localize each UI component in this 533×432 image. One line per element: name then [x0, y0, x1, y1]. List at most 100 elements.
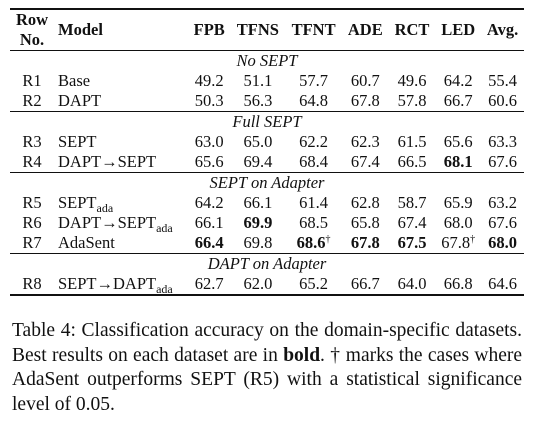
value-text: 58.7 [397, 193, 427, 212]
value-cell: 66.4 [188, 233, 231, 254]
row-id: R8 [22, 274, 42, 293]
value-cell: 65.2 [285, 274, 342, 295]
value-cell: 57.8 [389, 91, 436, 112]
value-text: 62.2 [299, 132, 329, 151]
value-text: 68.6 [296, 233, 326, 252]
section-title: DAPT on Adapter [207, 254, 327, 273]
value-text: 60.7 [350, 71, 380, 90]
value-cell: 65.8 [342, 213, 389, 233]
section-title: No SEPT [236, 51, 298, 70]
header-rct: RCT [394, 20, 430, 39]
value-cell: 62.8 [342, 193, 389, 213]
value-text: 69.8 [243, 233, 273, 252]
value-text: 67.4 [397, 213, 427, 232]
value-text: 62.7 [194, 274, 224, 293]
value-cell: 66.1 [188, 213, 231, 233]
value-cell: 67.4 [342, 152, 389, 173]
value-cell: 65.6 [188, 152, 231, 173]
value-cell: 65.9 [435, 193, 481, 213]
value-cell: 68.0 [481, 233, 524, 254]
value-cell: 57.7 [285, 71, 342, 91]
table-body: No SEPT R1 Base 49.2 51.1 57.7 60.7 49.6 64.2 55.… [10, 50, 524, 295]
value-cell: 69.8 [231, 233, 286, 254]
value-text: 57.7 [299, 71, 329, 90]
value-text: 68.0 [443, 213, 473, 232]
caption-text: Table 4: Classification accuracy on the … [12, 320, 522, 366]
value-cell: 64.0 [389, 274, 436, 295]
table-row: R7 AdaSent 66.4 69.8 68.6 † 67.8 67.5 67.8† 68.0 [10, 233, 524, 254]
value-cell: 66.7 [342, 274, 389, 295]
value-cell: 68.4 [285, 152, 342, 173]
value-text: 66.5 [397, 152, 427, 171]
value-text: 68.5 [299, 213, 329, 232]
value-text: 68.0 [488, 233, 517, 252]
value-text: 63.3 [488, 132, 517, 151]
value-text: 65.6 [194, 152, 224, 171]
row-id: R5 [22, 193, 42, 212]
value-text: 64.8 [299, 91, 329, 110]
value-text: 62.3 [350, 132, 380, 151]
value-cell: 64.6 [481, 274, 524, 295]
value-cell: 62.0 [231, 274, 286, 295]
value-text: 56.3 [243, 91, 273, 110]
value-cell: 67.6 [481, 213, 524, 233]
value-cell: 68.5 [285, 213, 342, 233]
value-text: 64.0 [397, 274, 427, 293]
value-cell: 63.2 [481, 193, 524, 213]
value-text: 67.5 [397, 233, 427, 252]
value-text: 64.6 [488, 274, 517, 293]
value-text: 69.4 [243, 152, 273, 171]
value-cell: 67.4 [389, 213, 436, 233]
header-model: Model [58, 20, 103, 39]
header-no-word: No. [19, 30, 45, 49]
value-text: 55.4 [488, 71, 517, 90]
model-name-cell: DAPT→SEPT [54, 152, 188, 173]
results-table-container: Row No. Model FPB TFNS TFNT ADE RCT LED A… [10, 8, 524, 296]
model-name-cell: AdaSent [54, 233, 188, 254]
value-cell: 62.3 [342, 132, 389, 152]
value-text: 69.9 [243, 213, 273, 232]
value-text: 49.6 [397, 71, 427, 90]
value-cell: 60.6 [481, 91, 524, 112]
value-cell: 60.7 [342, 71, 389, 91]
table-row: R6 DAPT→SEPTada 66.1 69.9 68.5 65.8 67.4 68.0 67… [10, 213, 524, 235]
value-text: 65.9 [443, 193, 473, 212]
dagger-mark: † [470, 234, 476, 245]
value-text: 66.1 [243, 193, 273, 212]
value-text: 65.0 [243, 132, 273, 151]
caption-rest: . † marks the cases where AdaSent outper… [12, 344, 523, 415]
table-row: R8 SEPT→DAPTada 62.7 62.0 65.2 66.7 64.0 66.8 64… [10, 274, 524, 295]
header-ade: ADE [347, 20, 383, 39]
value-cell: 67.8 [342, 233, 389, 254]
value-cell: 69.9 [231, 213, 286, 233]
model-name-cell: SEPT [54, 132, 188, 152]
header-fpb: FPB [193, 20, 225, 39]
value-text: 50.3 [194, 91, 224, 110]
table-row: R1 Base 49.2 51.1 57.7 60.7 49.6 64.2 55.4 [10, 71, 524, 91]
value-cell: 66.7 [435, 91, 481, 112]
row-id: R7 [22, 233, 42, 252]
header-avg: Avg. [486, 20, 519, 39]
value-cell: 58.7 [389, 193, 436, 213]
table-row: R3 SEPT 63.0 65.0 62.2 62.3 61.5 65.6 63.3 [10, 132, 524, 152]
value-cell: 67.6 [481, 152, 524, 173]
value-cell: 61.4 [285, 193, 342, 213]
row-id: R3 [22, 132, 42, 151]
value-text: 66.8 [443, 274, 473, 293]
model-subscript: ada [156, 221, 173, 235]
value-cell: 67.8† [435, 233, 481, 254]
model-name-cell: DAPT→SEPTada [54, 213, 188, 235]
value-text: 68.4 [299, 152, 329, 171]
header-tfnt: TFNT [291, 20, 336, 39]
value-text: 67.4 [350, 152, 380, 171]
header-led: LED [441, 20, 476, 39]
value-cell: 63.0 [188, 132, 231, 152]
value-text: 63.0 [194, 132, 224, 151]
value-cell: 65.0 [231, 132, 286, 152]
model-subscript: ada [156, 282, 173, 296]
value-cell: 64.2 [435, 71, 481, 91]
table-row: R5 SEPTada 64.2 66.1 61.4 62.8 58.7 65.9 63.2 [10, 193, 524, 214]
value-cell: 66.5 [389, 152, 436, 173]
value-text: 65.8 [350, 213, 380, 232]
header-tfns: TFNS [236, 20, 279, 39]
